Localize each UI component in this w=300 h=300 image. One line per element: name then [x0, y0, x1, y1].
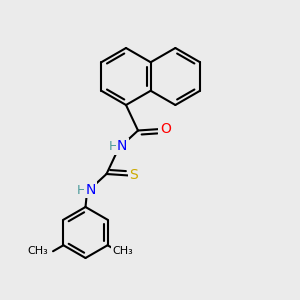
Text: O: O	[160, 122, 171, 136]
Text: N: N	[117, 139, 127, 153]
Text: H: H	[77, 184, 86, 197]
Text: N: N	[85, 183, 96, 196]
Text: CH₃: CH₃	[112, 246, 133, 256]
Text: S: S	[129, 169, 138, 182]
Text: CH₃: CH₃	[28, 246, 48, 256]
Text: H: H	[108, 140, 118, 154]
